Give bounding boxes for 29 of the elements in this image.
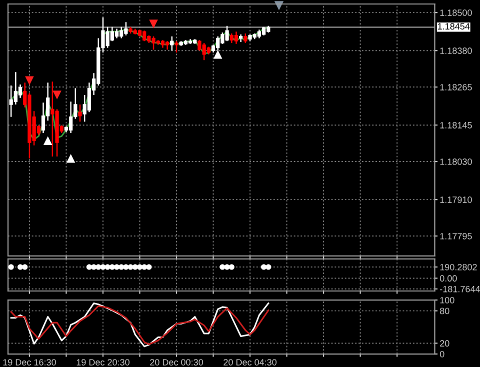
candlestick bbox=[174, 40, 178, 54]
y-tick-label: 0 bbox=[440, 350, 444, 358]
y-tick-label: 1.17910 bbox=[440, 196, 472, 203]
x-tick-label: 20 Dec 04:30 bbox=[224, 359, 277, 366]
y-tick-label: 100 bbox=[440, 296, 454, 304]
candlestick bbox=[18, 84, 22, 98]
y-tick-label: 1.18145 bbox=[440, 122, 472, 128]
y-tick-label: 20 bbox=[440, 340, 450, 347]
candlestick bbox=[41, 102, 46, 134]
y-tick-label: -181.7644 bbox=[440, 286, 480, 292]
y-tick-label: 1.18500 bbox=[440, 10, 472, 16]
y-tick-label: 1.17795 bbox=[440, 232, 472, 240]
x-tick-label: 19 Dec 20:30 bbox=[76, 359, 130, 366]
candlestick bbox=[234, 30, 238, 45]
candlestick bbox=[170, 36, 174, 52]
y-tick-label: 190.2802 bbox=[440, 264, 477, 270]
y-tick-label: 0.00 bbox=[440, 275, 457, 282]
y-tick-label: 1.18265 bbox=[440, 84, 472, 90]
y-tick-label: 1.18380 bbox=[440, 48, 472, 54]
candlestick bbox=[78, 104, 82, 122]
x-tick-label: 20 Dec 00:30 bbox=[150, 359, 203, 366]
y-tick-label: 1.18030 bbox=[440, 158, 472, 165]
candlestick bbox=[87, 82, 92, 113]
y-tick-label: 80 bbox=[440, 308, 450, 314]
ref-line-label: 1.18454 bbox=[438, 23, 470, 30]
x-tick-label: 19 Dec 16:30 bbox=[3, 359, 56, 366]
candlestick bbox=[68, 101, 73, 134]
candlestick bbox=[244, 32, 248, 44]
candlestick bbox=[114, 28, 119, 39]
